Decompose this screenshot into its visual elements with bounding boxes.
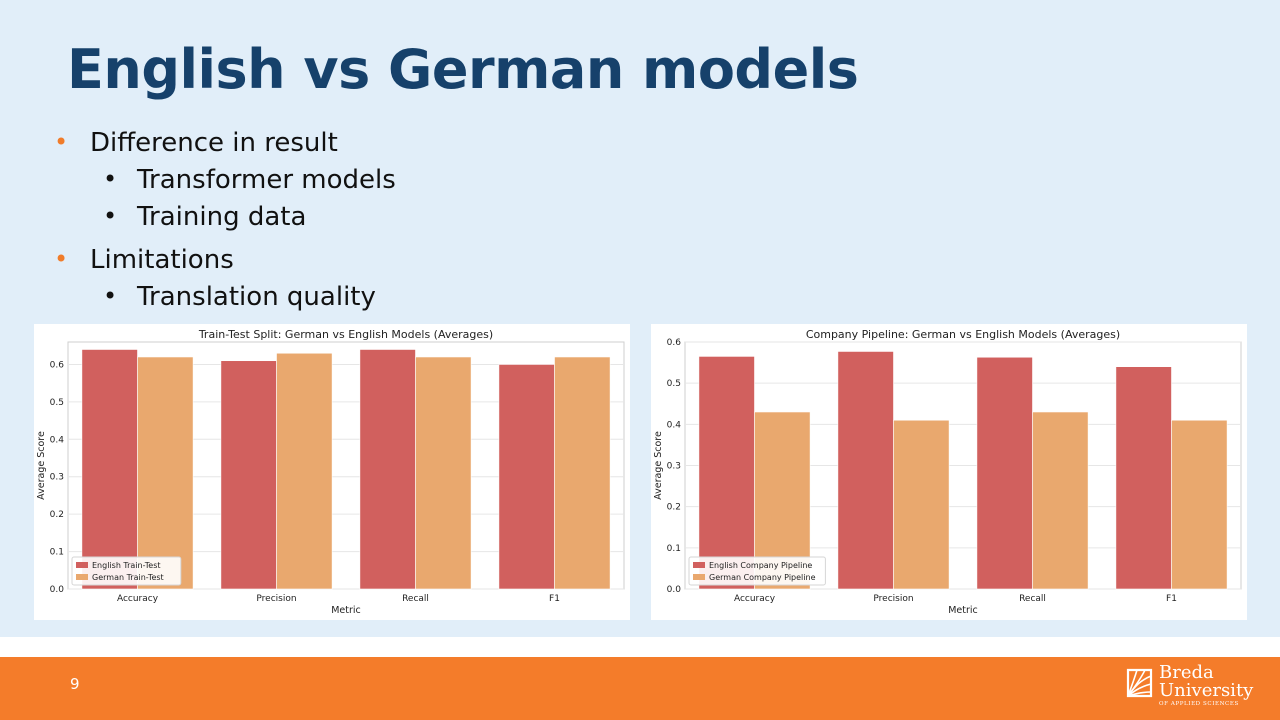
legend-label: English Company Pipeline (709, 561, 812, 570)
y-axis-label: Average Score (36, 431, 47, 500)
y-tick-label: 0.0 (50, 585, 65, 595)
y-tick-label: 0.3 (50, 473, 64, 483)
x-tick-label: Precision (873, 594, 913, 604)
y-tick-label: 0.1 (50, 548, 64, 558)
legend-box (71, 556, 182, 586)
y-tick-label: 0.5 (50, 398, 64, 408)
bullet-marker: • (54, 245, 69, 273)
bullet-text: Translation quality (137, 282, 376, 312)
legend-label: German Company Pipeline (709, 573, 816, 582)
bar (81, 349, 138, 590)
chart-train-test-svg: Train-Test Split: German vs English Mode… (36, 328, 625, 616)
bullet-text: Difference in result (90, 128, 338, 158)
x-tick-label: F1 (549, 594, 560, 604)
y-tick-label: 0.6 (50, 360, 65, 370)
x-tick-label: Precision (256, 594, 296, 604)
chart-company-pipeline: Company Pipeline: German vs English Mode… (651, 324, 1247, 620)
bullet-text: Transformer models (137, 165, 396, 195)
legend-box (688, 556, 826, 586)
bar (976, 356, 1033, 590)
chart-title: Train-Test Split: German vs English Mode… (198, 328, 493, 341)
bullet-item: • Training data (103, 202, 307, 232)
y-tick-label: 0.5 (667, 379, 681, 389)
bar (1115, 366, 1172, 590)
bullet-item: • Transformer models (103, 165, 396, 195)
bullet-marker: • (54, 128, 69, 156)
bullet-marker: • (103, 202, 118, 230)
university-logo: Breda University OF APPLIED SCIENCES (1125, 662, 1265, 714)
bullet-item: • Difference in result (54, 128, 338, 158)
bar (698, 356, 755, 590)
x-tick-label: Recall (402, 594, 429, 604)
legend-swatch (76, 574, 88, 580)
bar (1171, 419, 1228, 590)
chart-train-test: Train-Test Split: German vs English Mode… (34, 324, 630, 620)
x-axis-label: Metric (948, 605, 978, 616)
x-axis-label: Metric (331, 605, 361, 616)
bullet-marker: • (103, 165, 118, 193)
legend-swatch (76, 562, 88, 568)
bullet-text: Limitations (90, 245, 234, 275)
logo-line-3: OF APPLIED SCIENCES (1159, 701, 1239, 707)
bar (837, 351, 894, 590)
y-tick-label: 0.0 (667, 585, 682, 595)
y-axis-label: Average Score (653, 431, 664, 500)
x-tick-label: Accuracy (117, 594, 159, 604)
bar (137, 356, 194, 590)
y-tick-label: 0.1 (667, 544, 681, 554)
x-tick-label: Recall (1019, 594, 1046, 604)
slide-title: English vs German models (67, 38, 859, 101)
bullet-marker: • (103, 282, 118, 310)
logo-line-2: University (1159, 680, 1254, 701)
bullet-item: • Limitations (54, 245, 234, 275)
logo-wordmark: Breda University OF APPLIED SCIENCES (1159, 664, 1253, 708)
y-tick-label: 0.4 (667, 420, 682, 430)
legend-swatch (693, 562, 705, 568)
bar (220, 360, 277, 590)
logo-line-1: Breda (1159, 662, 1214, 683)
bar (893, 419, 950, 590)
y-tick-label: 0.6 (667, 338, 682, 348)
bullet-item: • Translation quality (103, 282, 376, 312)
chart-company-pipeline-svg: Company Pipeline: German vs English Mode… (653, 328, 1242, 616)
legend-swatch (693, 574, 705, 580)
bar (276, 352, 333, 590)
y-tick-label: 0.3 (667, 462, 681, 472)
y-tick-label: 0.2 (667, 503, 681, 513)
page-number: 9 (70, 675, 80, 693)
y-tick-label: 0.4 (50, 435, 65, 445)
logo-mark-icon (1126, 668, 1153, 698)
legend-label: English Train-Test (92, 561, 161, 570)
x-tick-label: F1 (1166, 594, 1177, 604)
bar (415, 356, 472, 590)
footer-bar: 9 Breda University OF APPLIED SCIENCES (0, 657, 1280, 720)
y-tick-label: 0.2 (50, 510, 64, 520)
bar (498, 364, 555, 590)
bullet-text: Training data (137, 202, 307, 232)
legend-label: German Train-Test (92, 573, 164, 582)
bar (554, 356, 611, 590)
chart-title: Company Pipeline: German vs English Mode… (806, 328, 1120, 341)
bar (1032, 411, 1089, 590)
bar (359, 349, 416, 590)
x-tick-label: Accuracy (734, 594, 776, 604)
